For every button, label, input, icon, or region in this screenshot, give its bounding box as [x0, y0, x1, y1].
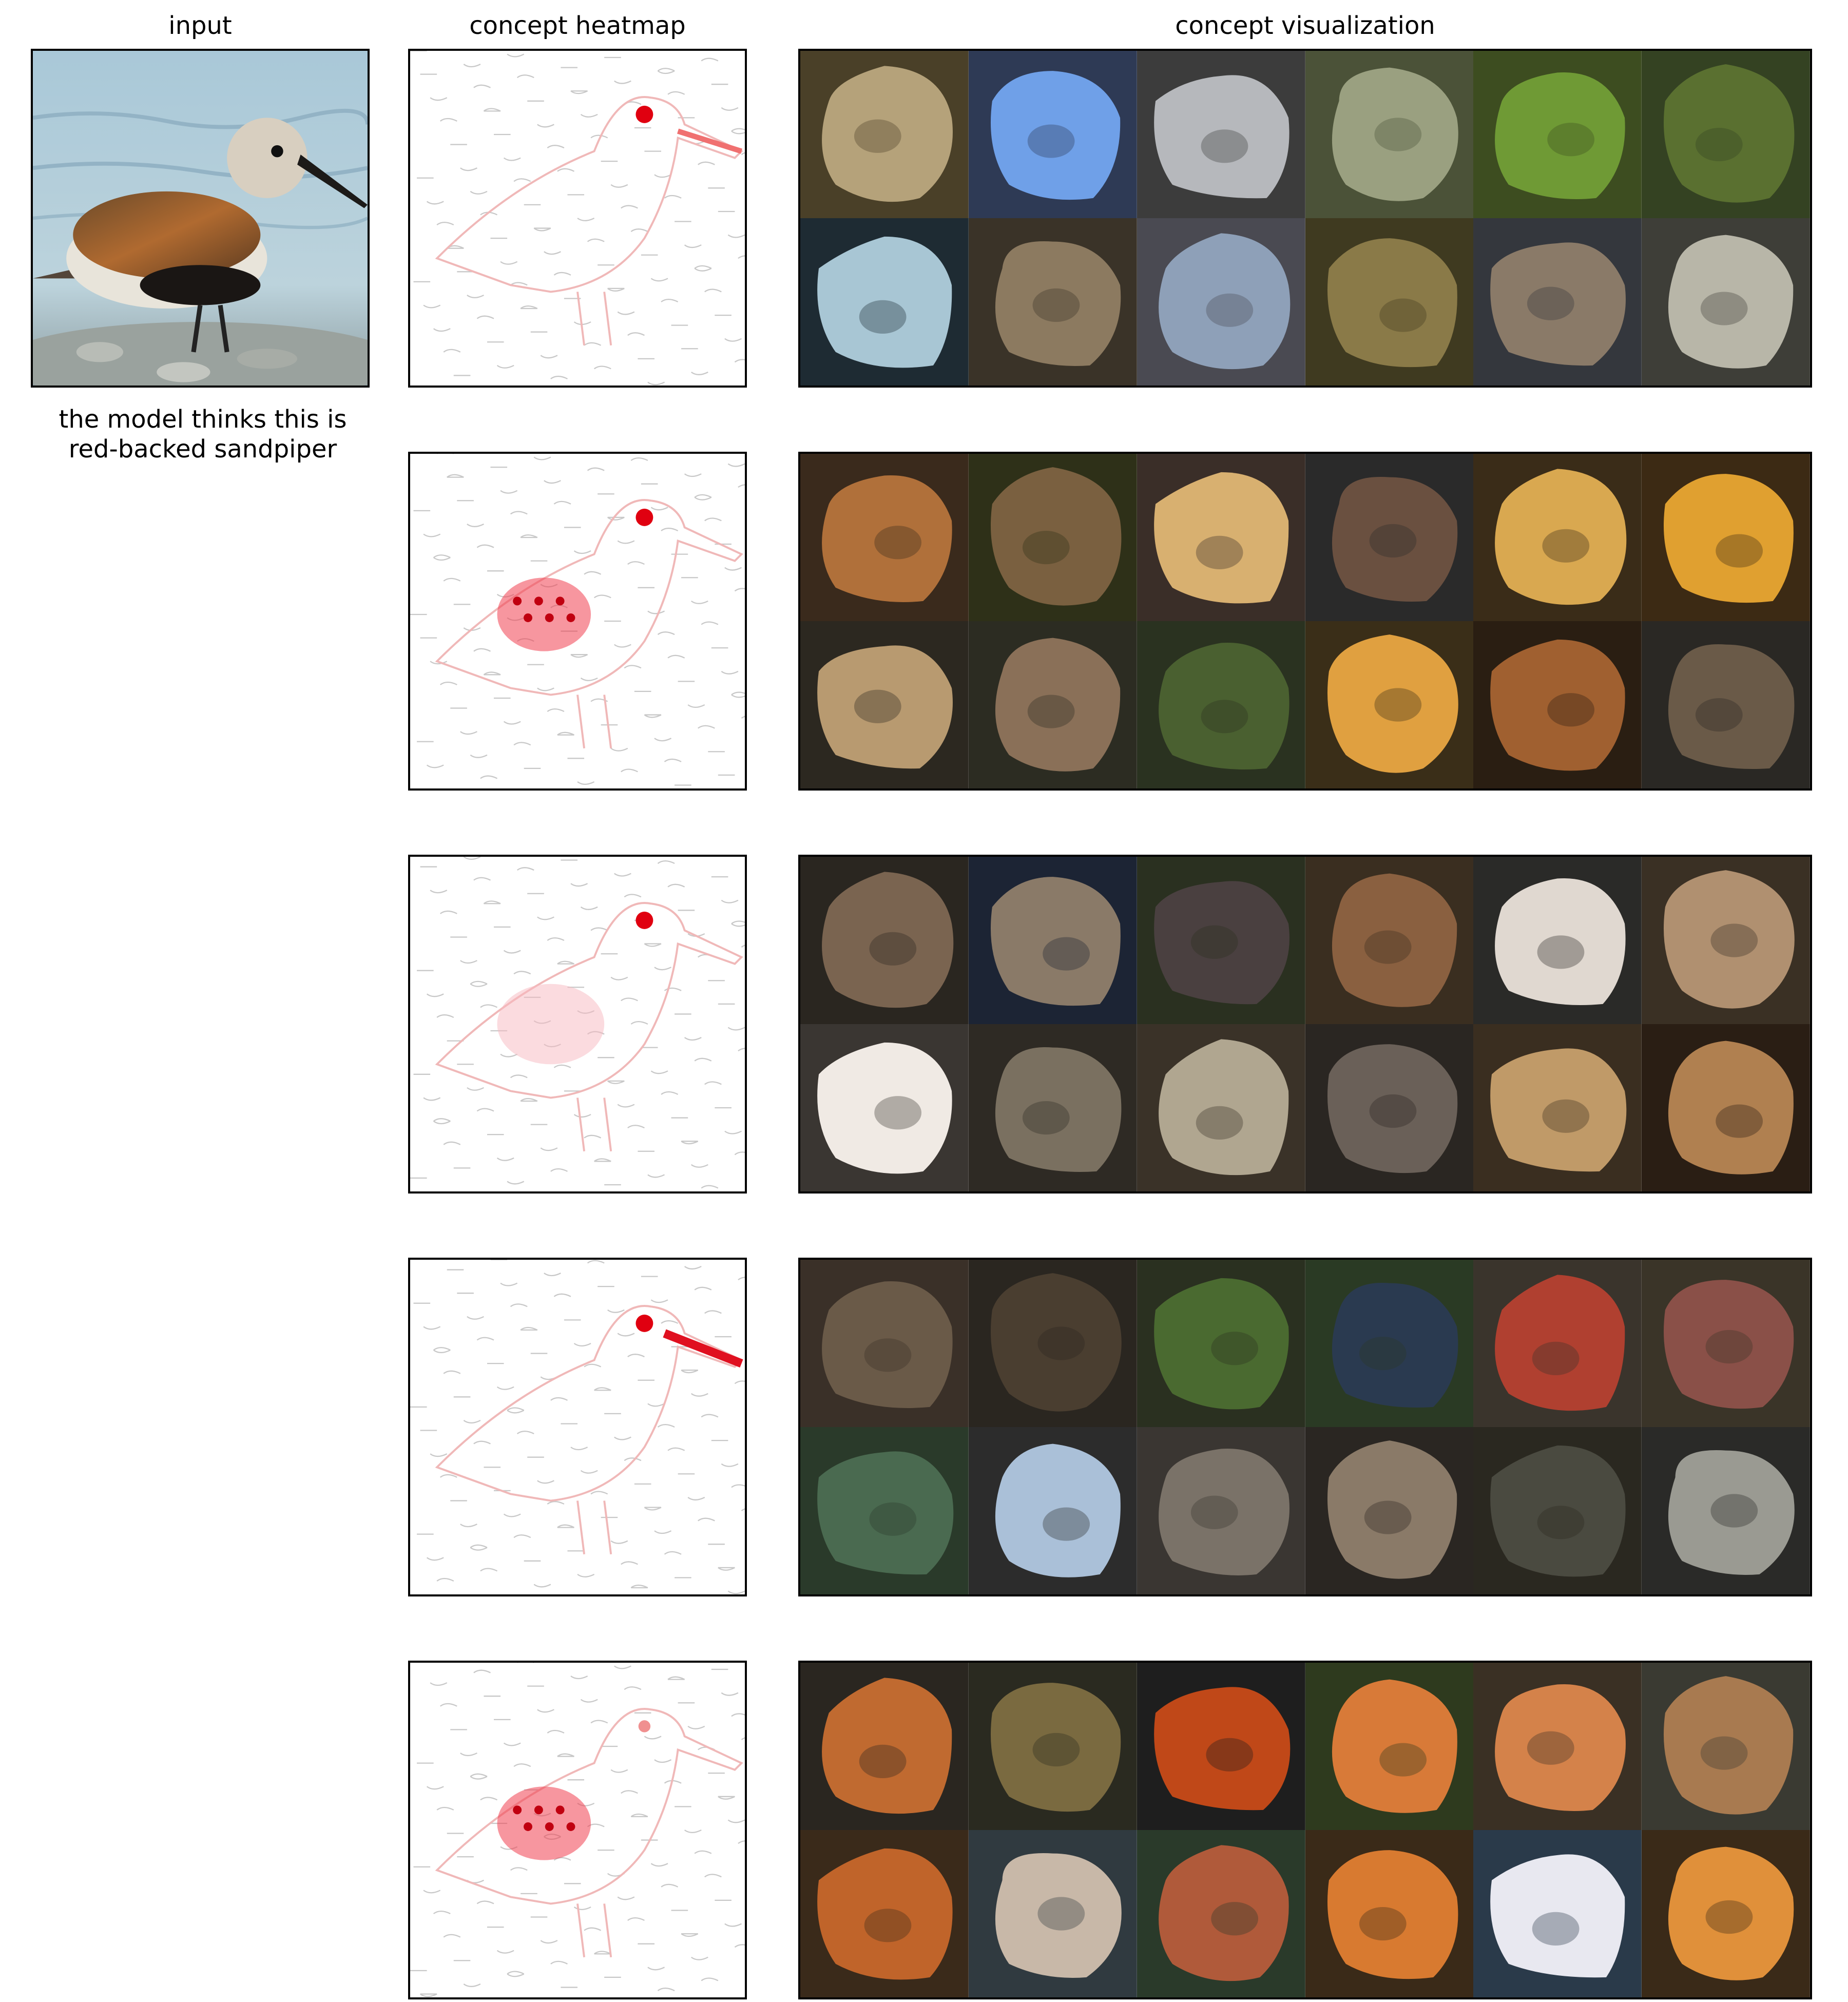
visualization-patch: [1137, 621, 1305, 788]
prediction-class: red-backed sandpiper: [68, 435, 337, 464]
heatmap-image: [410, 454, 745, 788]
concept-visualization: [798, 855, 1812, 1194]
concept-heatmap: [408, 855, 747, 1194]
visualization-patch: [1473, 1663, 1642, 1830]
visualization-patch: [1137, 1024, 1305, 1191]
visualization-patch: [1642, 51, 1810, 218]
visualization-patch: [1473, 1427, 1642, 1594]
sandpiper-photo: [33, 51, 368, 386]
visualization-patch: [1305, 1427, 1474, 1594]
visualization-patch: [800, 1830, 969, 1997]
concept-heatmap: [408, 452, 747, 791]
visualization-patch: [1305, 621, 1474, 788]
heatmap-image: [410, 857, 745, 1191]
visualization-patch: [1473, 857, 1642, 1024]
visualization-patch: [800, 51, 969, 218]
visualization-patch: [968, 51, 1137, 218]
visualization-patch: [1642, 218, 1810, 386]
visualization-patch: [1642, 1260, 1810, 1427]
visualization-patch: [1473, 1024, 1642, 1191]
visualization-patch: [1473, 51, 1642, 218]
input-column-title: input: [168, 11, 232, 40]
heatmap-column-title: concept heatmap: [469, 11, 686, 40]
visualization-patch: [1137, 454, 1305, 621]
visualization-patch: [800, 1663, 969, 1830]
concept-visualization: [798, 1258, 1812, 1596]
visualization-patch: [1642, 1024, 1810, 1191]
visualization-patch: [1642, 454, 1810, 621]
visualization-patch: [800, 218, 969, 386]
visualization-patch: [968, 1663, 1137, 1830]
visualization-patch: [968, 1427, 1137, 1594]
visualization-patch: [1137, 1663, 1305, 1830]
visualization-patch: [1137, 1427, 1305, 1594]
visualization-patch: [1473, 218, 1642, 386]
visualization-patch: [1305, 1024, 1474, 1191]
heatmap-image: [410, 1663, 745, 1997]
concept-heatmap: [408, 49, 747, 388]
visualization-patch: [1137, 1260, 1305, 1427]
visualization-patch: [968, 1024, 1137, 1191]
visualization-patch: [800, 1024, 969, 1191]
visualization-patch: [968, 1830, 1137, 1997]
visualization-patch: [1137, 1830, 1305, 1997]
prediction-text: the model thinks this is red-backed sand…: [15, 405, 390, 464]
visualization-patch: [1137, 857, 1305, 1024]
visualization-patch: [800, 454, 969, 621]
visualization-patch: [1305, 1260, 1474, 1427]
visualization-patch: [1473, 1260, 1642, 1427]
concept-heatmap: [408, 1661, 747, 1999]
visualization-patch: [968, 1260, 1137, 1427]
prediction-line-1: the model thinks this is: [59, 405, 347, 434]
visualization-patch: [968, 218, 1137, 386]
visualization-patch: [1642, 621, 1810, 788]
input-image: [31, 49, 370, 388]
visualization-patch: [1305, 218, 1474, 386]
visualization-patch: [800, 1427, 969, 1594]
visualization-patch: [800, 1260, 969, 1427]
heatmap-image: [410, 51, 745, 386]
visualization-patch: [968, 857, 1137, 1024]
visualization-patch: [1137, 218, 1305, 386]
concept-visualization: [798, 1661, 1812, 1999]
visualization-patch: [1642, 1830, 1810, 1997]
concept-heatmap: [408, 1258, 747, 1596]
visualization-patch: [1473, 1830, 1642, 1997]
concept-visualization: [798, 49, 1812, 388]
visualization-patch: [1473, 454, 1642, 621]
visualization-patch: [1642, 1663, 1810, 1830]
visualization-column-title: concept visualization: [1175, 11, 1435, 40]
visualization-patch: [1305, 454, 1474, 621]
heatmap-image: [410, 1260, 745, 1594]
visualization-patch: [800, 857, 969, 1024]
visualization-patch: [1305, 51, 1474, 218]
visualization-patch: [1473, 621, 1642, 788]
visualization-patch: [968, 621, 1137, 788]
concept-visualization: [798, 452, 1812, 791]
visualization-patch: [1642, 1427, 1810, 1594]
visualization-patch: [1305, 1663, 1474, 1830]
visualization-patch: [800, 621, 969, 788]
visualization-patch: [1305, 1830, 1474, 1997]
visualization-patch: [1305, 857, 1474, 1024]
visualization-patch: [1137, 51, 1305, 218]
visualization-patch: [968, 454, 1137, 621]
visualization-patch: [1642, 857, 1810, 1024]
